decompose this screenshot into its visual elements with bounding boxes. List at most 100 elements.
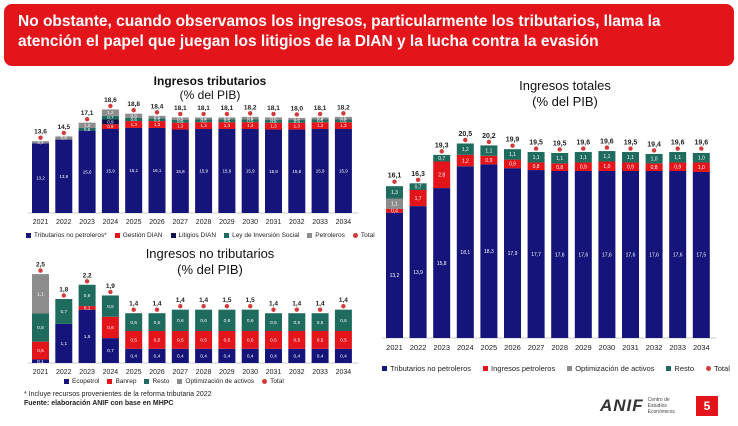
legend-label: Petroleros: [315, 232, 345, 239]
total-label: 18,1: [197, 105, 210, 112]
bar-segment: [645, 153, 663, 164]
segment-label: 1,1: [485, 148, 492, 154]
bar-segment: [32, 141, 49, 144]
bar-segment: [622, 171, 639, 338]
bar-segment: [622, 152, 639, 163]
x-tick-label: 2032: [289, 369, 305, 376]
bar-segment: [311, 313, 329, 331]
bar-segment: [311, 348, 329, 363]
bar-segment: [433, 161, 451, 189]
total-marker: [108, 103, 113, 109]
bar-segment: [265, 122, 282, 130]
bar-segment: [551, 152, 569, 164]
segment-label: 0,4: [224, 354, 231, 360]
total-label: 19,4: [647, 141, 661, 148]
segment-label: 0,7: [60, 309, 67, 315]
segment-label: 1,1: [627, 155, 634, 161]
bar-segment: [480, 155, 498, 165]
no-tributarios-chart: 0,1 0,5 0,8 1,1 2,5 2021 1,1 0,7 1,8 2022 1,5 0,1 0,…: [28, 262, 359, 376]
legend-item: Banrep: [107, 378, 136, 385]
segment-label: 0,4: [391, 209, 398, 215]
x-tick-label: 2032: [646, 343, 663, 352]
anif-logo-subtitle: Centro de Estudios Económicos: [647, 397, 675, 415]
segment-label: 15,6: [83, 169, 92, 174]
x-tick-label: 2026: [504, 343, 521, 352]
x-tick-label: 2030: [242, 219, 258, 226]
bar-segment: [32, 341, 49, 360]
legend-label: Ley de Inversión Social: [232, 232, 300, 239]
total-marker: [581, 146, 586, 151]
segment-label: 1,3: [294, 124, 301, 129]
total-label: 14,5: [57, 124, 70, 131]
segment-label: 0,6: [107, 304, 114, 310]
segment-label: 0,5: [154, 117, 161, 122]
x-tick-label: 2025: [126, 369, 142, 376]
legend-swatch: [64, 379, 69, 384]
legend-label: Resto: [152, 378, 170, 385]
bar-segment: [125, 313, 143, 331]
bar-segment: [78, 309, 96, 363]
segment-label: 0,9: [627, 164, 634, 170]
bar-segment: [265, 313, 282, 331]
bar-segment: [125, 331, 143, 349]
total-label: 13,6: [34, 129, 47, 136]
bar-segment: [241, 116, 259, 120]
total-marker: [178, 111, 183, 117]
total-label: 1,4: [176, 297, 185, 304]
segment-label: 0,5: [247, 338, 254, 344]
bar-segment: [148, 127, 166, 213]
legend-label: Total: [360, 232, 375, 239]
bar-segment: [171, 129, 189, 213]
segment-label: 17,6: [555, 252, 565, 258]
total-label: 16,3: [411, 171, 425, 178]
bar-segment: [288, 122, 306, 130]
segment-label: 0,5: [317, 118, 324, 123]
segment-label: 0,5: [154, 115, 161, 120]
legend-item: Resto: [666, 364, 694, 373]
bar-segment: [311, 331, 329, 349]
x-tick-label: 2022: [56, 369, 72, 376]
total-marker: [38, 135, 43, 140]
total-label: 1,5: [222, 297, 231, 304]
total-label: 19,5: [624, 140, 638, 147]
bar-segment: [218, 348, 236, 363]
x-tick-label: 2029: [575, 343, 592, 352]
x-tick-label: 2026: [149, 369, 165, 376]
bar-segment: [598, 161, 616, 172]
bar-segment: [574, 162, 592, 172]
legend-item-total: Total: [706, 364, 730, 373]
segment-label: 0,6: [131, 117, 138, 122]
bar-segment: [527, 162, 545, 171]
total-marker: [392, 179, 397, 184]
segment-label: 0,6: [340, 318, 347, 324]
segment-label: 0,9: [107, 119, 114, 124]
segment-label: 0,5: [270, 320, 277, 326]
segment-label: 15,9: [316, 169, 325, 174]
segment-label: 1,7: [415, 196, 422, 202]
segment-label: 13,9: [59, 174, 68, 179]
bar-segment: [265, 129, 282, 213]
segment-label: 0,5: [130, 338, 137, 344]
header-line-1: No obstante, cuando observamos los ingre…: [18, 13, 661, 30]
segment-label: 13,2: [36, 176, 45, 181]
segment-label: 0,9: [674, 164, 681, 170]
segment-label: 0,5: [317, 320, 324, 326]
total-label: 18,1: [314, 105, 327, 112]
bar-segment: [409, 189, 427, 207]
bar-segment: [334, 122, 352, 130]
x-tick-label: 2028: [196, 219, 212, 226]
segment-label: 15,8: [269, 169, 278, 174]
total-marker: [248, 303, 253, 309]
bar-segment: [125, 127, 143, 213]
bar-segment: [504, 159, 521, 169]
x-tick-label: 2021: [386, 343, 403, 352]
x-tick-label: 2034: [336, 369, 352, 376]
segment-label: 0,8: [651, 165, 658, 171]
segment-label: 0,5: [154, 320, 161, 326]
legend-item: Tributarios no petroleros: [382, 364, 471, 373]
x-tick-label: 2031: [622, 343, 639, 352]
legend-label: Litigios DIAN: [178, 232, 217, 239]
tributarios-title-block: Ingresos tributarios (% del PIB): [110, 74, 310, 102]
bar-segment: [334, 119, 352, 123]
bar-segment: [551, 163, 569, 172]
